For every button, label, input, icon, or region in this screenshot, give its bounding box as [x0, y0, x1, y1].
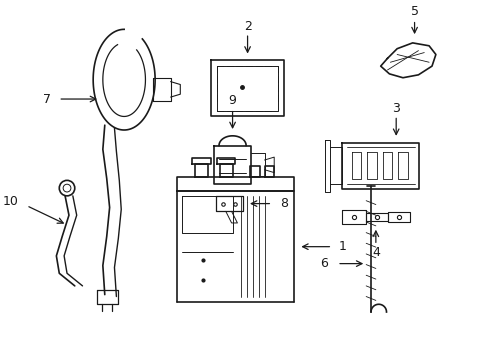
Text: 6: 6 — [320, 257, 328, 270]
Text: 9: 9 — [228, 94, 236, 108]
Text: 4: 4 — [371, 247, 379, 260]
Text: 7: 7 — [42, 93, 50, 105]
Text: 1: 1 — [338, 240, 346, 253]
Text: 5: 5 — [410, 5, 418, 18]
Text: 10: 10 — [3, 195, 19, 208]
Text: 8: 8 — [280, 197, 287, 210]
Text: 3: 3 — [391, 102, 399, 115]
Text: 2: 2 — [243, 20, 251, 33]
